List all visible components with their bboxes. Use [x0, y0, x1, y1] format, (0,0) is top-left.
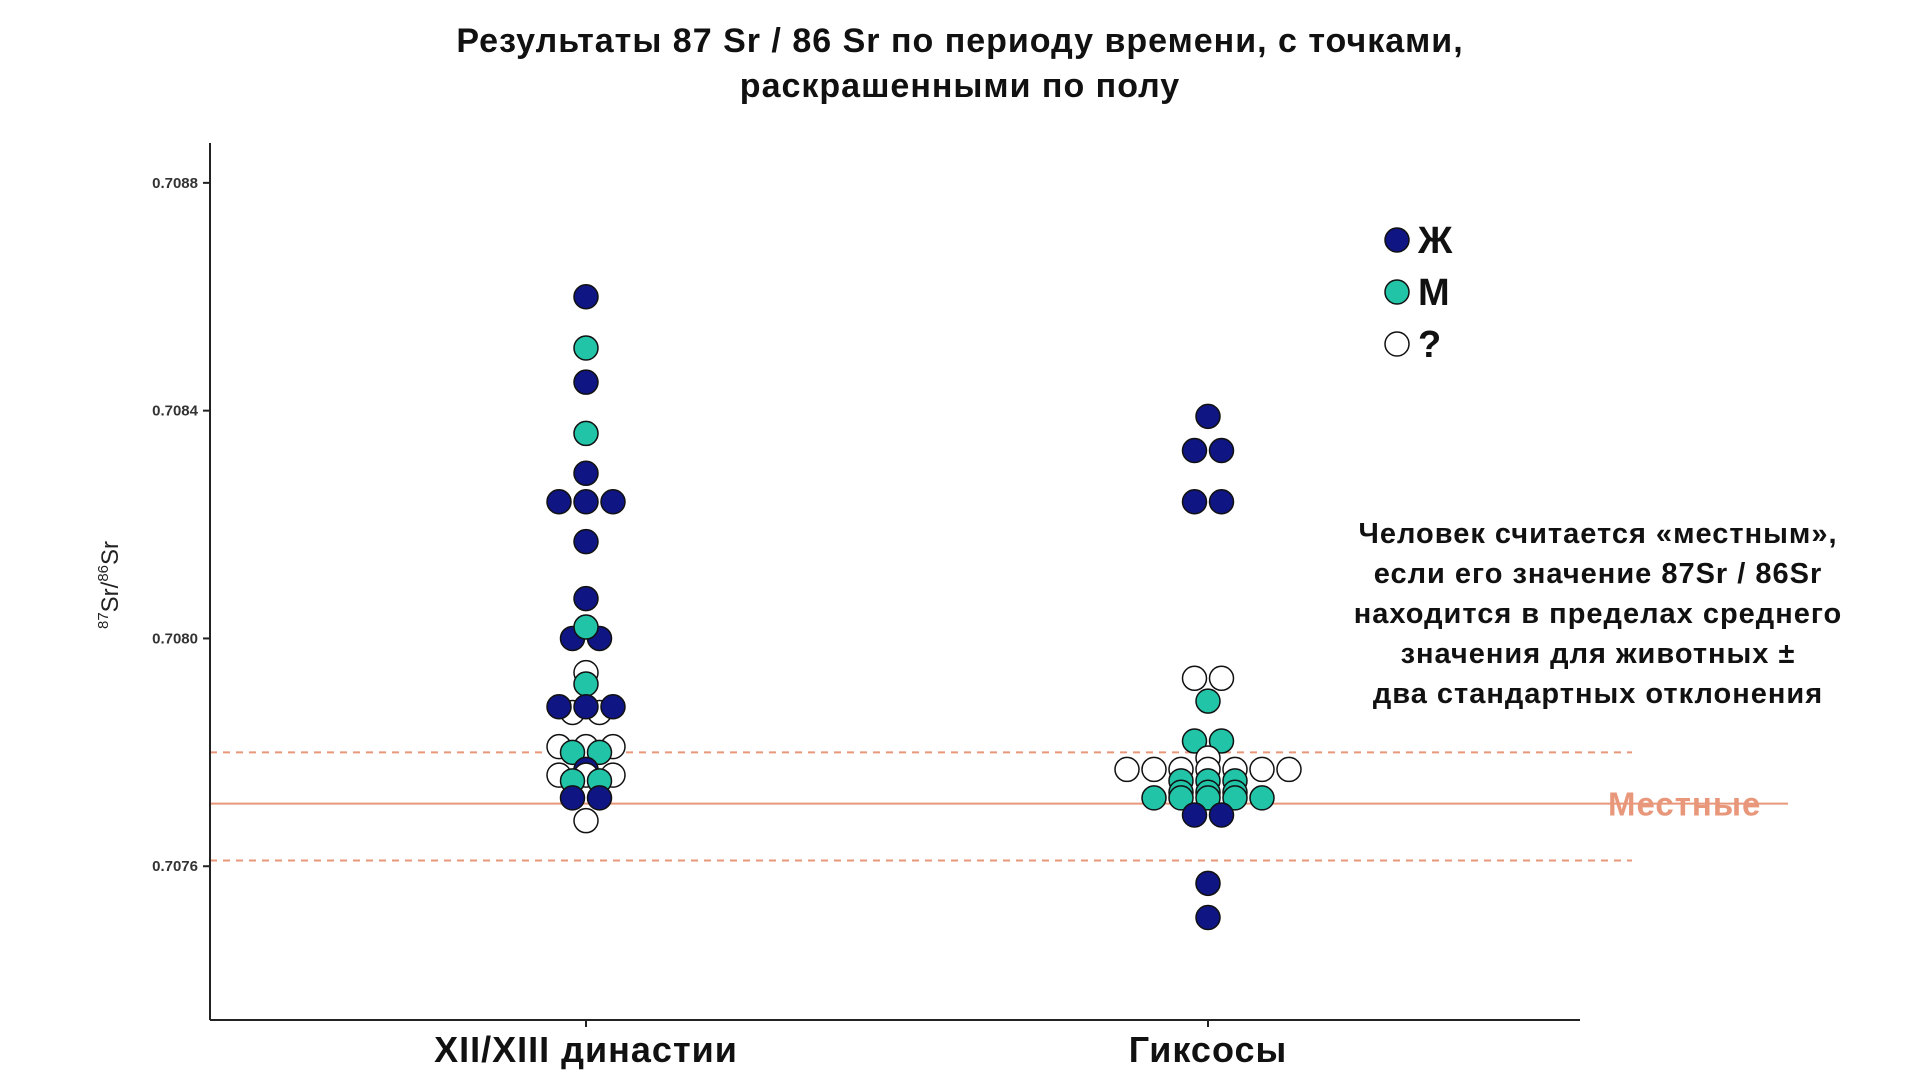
data-point-male: [1195, 785, 1221, 811]
data-point-female: [573, 460, 599, 487]
local-definition-note: Человек считается «местным», если его зна…: [1354, 518, 1843, 710]
note-line: Человек считается «местным»,: [1358, 518, 1837, 550]
chart-title: Результаты 87 Sr / 86 Sr по периоду врем…: [456, 22, 1463, 105]
y-label-sup-2: 86: [95, 565, 112, 582]
data-point-male: [573, 335, 599, 361]
data-point-male: [1249, 785, 1275, 811]
data-point-male: [573, 420, 599, 447]
y-tick-label: 0.7076: [152, 858, 198, 875]
data-point-female: [1195, 403, 1221, 430]
data-point-female: [586, 785, 613, 811]
data-point-male: [1181, 728, 1208, 754]
data-point-female: [1181, 489, 1208, 515]
chart-title-line-1: Результаты 87 Sr / 86 Sr по периоду врем…: [456, 22, 1463, 60]
data-point-male: [1222, 785, 1248, 811]
data-point-female: [573, 284, 599, 310]
legend-label: М: [1418, 272, 1450, 314]
data-point-male: [559, 739, 586, 766]
y-label-base-2: Sr: [97, 541, 124, 565]
legend-label: ?: [1418, 324, 1441, 366]
note-line: находится в пределах среднего: [1354, 598, 1843, 630]
data-point-female: [573, 585, 599, 612]
y-axis-label: 87Sr/86Sr: [95, 541, 124, 629]
data-point-male: [586, 739, 613, 766]
data-point-female: [573, 489, 599, 515]
y-label-base-1: Sr/: [97, 581, 124, 612]
legend-label: Ж: [1417, 220, 1453, 262]
note-line: два стандартных отклонения: [1373, 678, 1823, 710]
data-point-unknown: [1141, 756, 1167, 783]
data-point-unknown: [1114, 756, 1140, 783]
data-point-male: [573, 671, 599, 697]
svg-text:87Sr/86Sr: 87Sr/86Sr: [95, 541, 124, 629]
local-range-lines: [210, 751, 1788, 862]
legend: ЖМ?: [1384, 220, 1453, 366]
note-line: значения для животных ±: [1401, 638, 1796, 670]
data-point-female: [1181, 437, 1208, 464]
legend-swatch: [1384, 279, 1410, 305]
axes: 0.7076 0.7080 0.7084 0.7088 XII/XIII династи…: [152, 143, 1580, 1070]
data-point-female: [1195, 904, 1221, 931]
local-label: Местные: [1608, 786, 1761, 823]
y-tick-label: 0.7088: [152, 175, 198, 192]
data-point-female: [573, 369, 599, 395]
data-points: [546, 284, 1302, 931]
y-tick-label: 0.7084: [152, 403, 199, 420]
legend-swatch: [1384, 227, 1410, 253]
data-point-female: [1195, 870, 1221, 897]
data-point-male: [573, 614, 599, 640]
data-point-male: [1195, 688, 1221, 714]
chart-title-line-2: раскрашенными по полу: [740, 67, 1180, 105]
legend-swatch: [1384, 331, 1410, 357]
y-label-sup-1: 87: [95, 612, 112, 629]
data-point-female: [559, 785, 586, 811]
data-point-unknown: [1208, 665, 1235, 692]
note-line: если его значение 87Sr / 86Sr: [1374, 558, 1823, 590]
x-category-label: XII/XIII династии: [434, 1029, 738, 1070]
x-category-label: Гиксосы: [1129, 1029, 1288, 1070]
data-point-female: [600, 694, 626, 720]
data-point-female: [1181, 802, 1208, 828]
data-point-unknown: [1181, 665, 1208, 692]
data-point-female: [600, 489, 626, 515]
y-tick-label: 0.7080: [152, 630, 198, 647]
data-point-unknown: [573, 807, 599, 834]
data-point-female: [546, 694, 572, 720]
data-point-female: [1208, 489, 1235, 515]
data-point-female: [573, 528, 599, 555]
data-point-male: [1168, 785, 1194, 811]
data-point-female: [1208, 802, 1235, 828]
data-point-male: [1208, 728, 1235, 754]
data-point-male: [1141, 785, 1167, 811]
data-point-female: [573, 694, 599, 720]
data-point-unknown: [1276, 756, 1302, 783]
data-point-female: [1208, 437, 1235, 464]
data-point-unknown: [1249, 756, 1275, 783]
data-point-female: [546, 489, 572, 515]
